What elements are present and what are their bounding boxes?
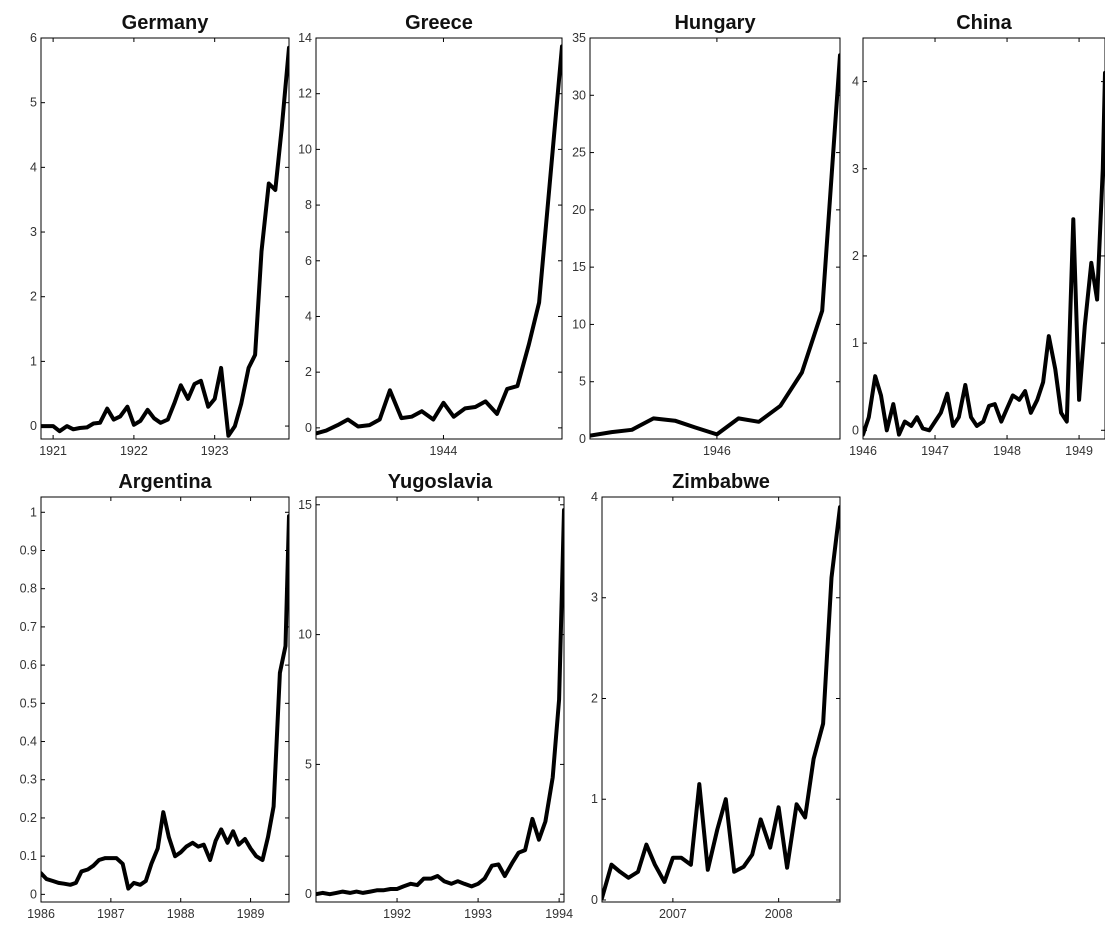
series-line — [316, 44, 562, 436]
y-tick-label: 0.3 — [20, 773, 37, 787]
y-tick-label: 25 — [572, 146, 586, 160]
y-tick-label: 10 — [572, 317, 586, 331]
y-tick-label: 3 — [30, 225, 37, 239]
x-tick-label: 1986 — [27, 907, 55, 921]
y-tick-label: 0.7 — [20, 620, 37, 634]
y-tick-label: 12 — [298, 87, 312, 101]
y-tick-label: 0.2 — [20, 811, 37, 825]
x-tick-label: 2008 — [765, 907, 793, 921]
y-tick-label: 1 — [591, 792, 598, 806]
x-tick-label: 1921 — [39, 444, 67, 458]
x-tick-label: 1948 — [993, 444, 1021, 458]
y-tick-label: 1 — [852, 336, 859, 350]
argentina-chart: Argentina 0 0.1 0.2 0.3 0.4 0.5 0.6 0.7 0.8 0.9 1 19… — [20, 471, 290, 921]
x-tick-label: 1992 — [383, 907, 411, 921]
hungary-chart: Hungary 0 5 10 15 20 25 30 35 1946 — [572, 12, 841, 458]
y-tick-label: 0.1 — [20, 849, 37, 863]
y-tick-label: 15 — [298, 498, 312, 512]
greece-chart: Greece 0 2 4 6 8 10 12 14 1944 — [298, 12, 563, 458]
x-tick-label: 1946 — [849, 444, 877, 458]
x-tick-label: 1947 — [921, 444, 949, 458]
y-tick-label: 6 — [30, 31, 37, 45]
y-tick-label: 2 — [591, 691, 598, 705]
y-tick-label: 2 — [30, 290, 37, 304]
x-tick-label: 1949 — [1065, 444, 1093, 458]
x-tick-label: 1944 — [430, 444, 458, 458]
x-tick-label: 1923 — [201, 444, 229, 458]
y-tick-label: 0.8 — [20, 582, 37, 596]
y-tick-label: 35 — [572, 31, 586, 45]
series-line — [863, 70, 1105, 437]
y-tick-label: 6 — [305, 254, 312, 268]
x-tick-label: 1988 — [167, 907, 195, 921]
y-tick-label: 30 — [572, 88, 586, 102]
x-tick-label: 2007 — [659, 907, 687, 921]
y-tick-label: 2 — [852, 249, 859, 263]
chart-title: Zimbabwe — [672, 471, 770, 493]
y-tick-label: 1 — [30, 354, 37, 368]
series-line — [41, 514, 289, 891]
plot-frame — [40, 496, 290, 903]
y-tick-label: 15 — [572, 260, 586, 274]
y-tick-label: 0 — [30, 419, 37, 433]
y-tick-label: 0 — [852, 423, 859, 437]
china-chart: China 0 1 2 3 4 1946 1947 1948 1949 — [849, 12, 1105, 458]
x-tick-label: 1989 — [237, 907, 265, 921]
y-tick-label: 14 — [298, 31, 312, 45]
series-line — [590, 53, 840, 438]
plot-frame — [589, 37, 841, 440]
y-tick-label: 4 — [591, 490, 598, 504]
plot-frame — [40, 37, 290, 440]
y-tick-label: 10 — [298, 142, 312, 156]
chart-title: Hungary — [674, 12, 756, 34]
y-tick-label: 5 — [579, 375, 586, 389]
yugoslavia-chart: Yugoslavia 0 5 10 15 1992 1993 1994 — [298, 471, 573, 921]
chart-title: Germany — [122, 12, 210, 34]
plot-frame — [601, 496, 841, 903]
zimbabwe-chart: Zimbabwe 0 1 2 3 4 2007 2008 — [591, 471, 841, 921]
y-tick-label: 0.4 — [20, 735, 37, 749]
y-tick-label: 10 — [298, 628, 312, 642]
y-tick-label: 0 — [30, 887, 37, 901]
plot-frame — [315, 496, 565, 903]
y-tick-label: 4 — [305, 309, 312, 323]
x-tick-label: 1994 — [545, 907, 573, 921]
germany-chart: Germany 0 1 2 3 4 5 6 1921 1922 1923 — [30, 12, 290, 458]
chart-title: China — [956, 12, 1012, 34]
plot-frame — [315, 37, 563, 440]
x-tick-label: 1987 — [97, 907, 125, 921]
series-line — [602, 505, 840, 900]
y-tick-label: 2 — [305, 365, 312, 379]
y-tick-label: 20 — [572, 203, 586, 217]
y-tick-label: 0 — [579, 432, 586, 446]
y-tick-label: 3 — [591, 591, 598, 605]
y-tick-label: 0.6 — [20, 658, 37, 672]
y-tick-label: 0.9 — [20, 543, 37, 557]
y-tick-label: 1 — [30, 505, 37, 519]
series-line — [316, 508, 564, 897]
y-tick-label: 0 — [305, 887, 312, 901]
y-tick-label: 3 — [852, 162, 859, 176]
y-tick-label: 8 — [305, 198, 312, 212]
chart-title: Greece — [405, 12, 473, 34]
chart-title: Argentina — [118, 471, 212, 493]
x-tick-label: 1993 — [464, 907, 492, 921]
y-tick-label: 5 — [30, 96, 37, 110]
y-tick-label: 5 — [305, 757, 312, 771]
plot-frame — [862, 37, 1105, 440]
x-tick-label: 1946 — [703, 444, 731, 458]
y-tick-label: 0.5 — [20, 696, 37, 710]
y-tick-label: 4 — [30, 160, 37, 174]
x-tick-label: 1922 — [120, 444, 148, 458]
y-tick-label: 0 — [591, 893, 598, 907]
chart-title: Yugoslavia — [388, 471, 493, 493]
y-tick-label: 0 — [305, 421, 312, 435]
series-line — [41, 45, 289, 438]
y-tick-label: 4 — [852, 75, 859, 89]
